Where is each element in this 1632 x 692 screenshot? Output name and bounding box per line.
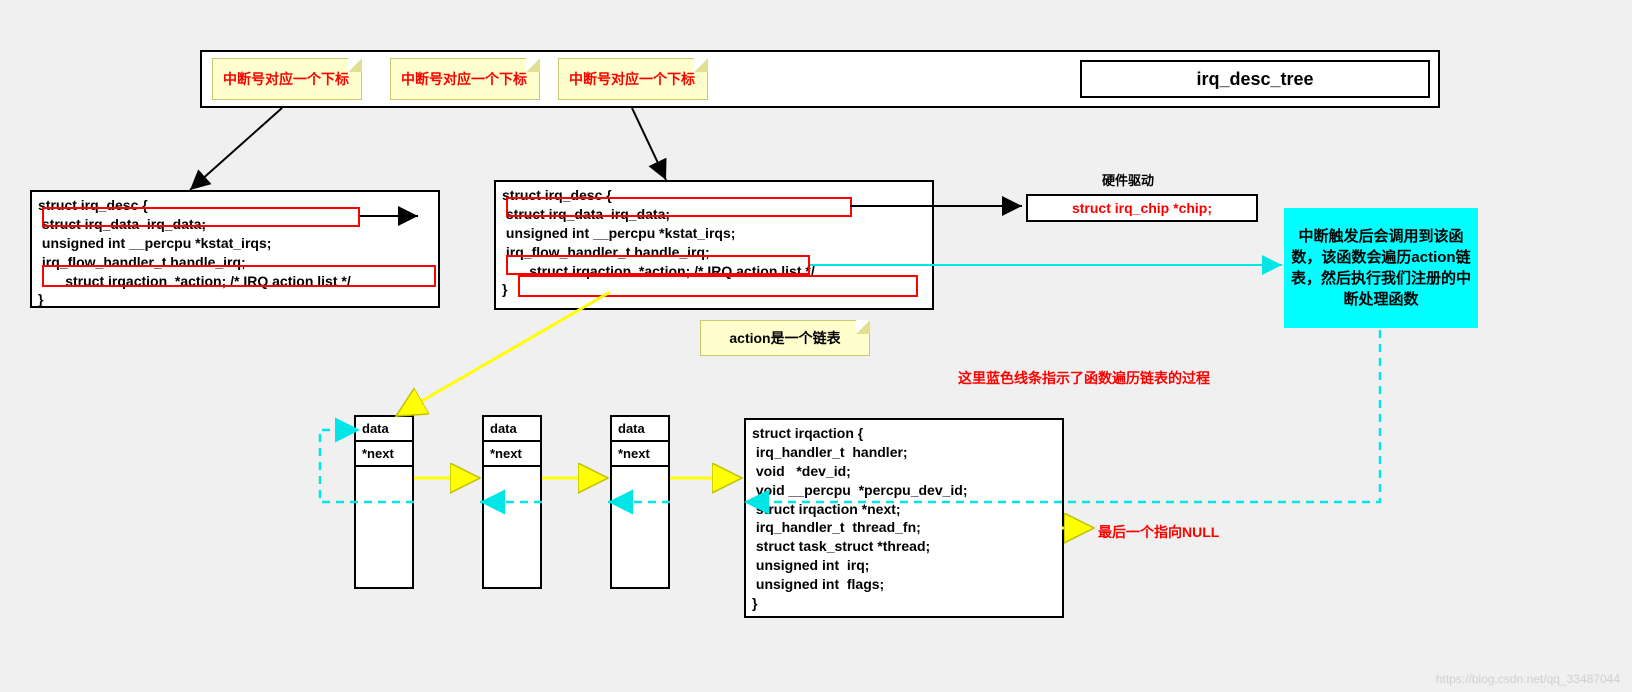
list-node-3-tail [612,467,668,587]
last-null-text: 最后一个指向NULL [1098,522,1219,542]
struct-irqaction-box: struct irqaction { irq_handler_t handler… [744,418,1064,618]
list-node-3: data *next [610,415,670,589]
sticky-index-2: 中断号对应一个下标 [390,58,540,100]
struct-irqaction-code: struct irqaction { irq_handler_t handler… [746,420,1062,617]
sticky-action-list-text: action是一个链表 [729,328,840,348]
sticky-index-2-text: 中断号对应一个下标 [401,69,527,89]
irq-desc-tree-label: irq_desc_tree [1196,69,1313,90]
redbox-right-handle [506,255,810,275]
irq-desc-tree-label-box: irq_desc_tree [1080,60,1430,98]
list-node-1-data: data [356,417,412,442]
redbox-left-action [42,265,436,287]
list-node-2-next: *next [484,442,540,467]
sticky-index-1: 中断号对应一个下标 [212,58,362,100]
list-node-3-next: *next [612,442,668,467]
cyan-explain-text: 中断触发后会调用到该函数，该函数会遍历action链表，然后执行我们注册的中断处… [1288,226,1474,310]
cyan-explain-box: 中断触发后会调用到该函数，该函数会遍历action链表，然后执行我们注册的中断处… [1284,208,1478,328]
list-node-1-next: *next [356,442,412,467]
sticky-index-1-text: 中断号对应一个下标 [223,69,349,89]
list-node-1-tail [356,467,412,587]
hw-driver-label: 硬件驱动 [1102,170,1154,189]
chip-box: struct irq_chip *chip; [1026,194,1258,222]
sticky-index-3-text: 中断号对应一个下标 [569,69,695,89]
list-node-2: data *next [482,415,542,589]
sticky-index-3: 中断号对应一个下标 [558,58,708,100]
list-node-1: data *next [354,415,414,589]
chip-text: struct irq_chip *chip; [1072,200,1212,216]
list-node-2-data: data [484,417,540,442]
list-node-2-tail [484,467,540,587]
blue-hint-text: 这里蓝色线条指示了函数遍历链表的过程 [958,368,1210,388]
redbox-left-irqdata [42,207,360,227]
redbox-right-action [518,275,918,297]
watermark-text: https://blog.csdn.net/qq_33487044 [1436,672,1620,686]
redbox-right-irqdata [506,197,852,217]
list-node-3-data: data [612,417,668,442]
sticky-action-list: action是一个链表 [700,320,870,356]
